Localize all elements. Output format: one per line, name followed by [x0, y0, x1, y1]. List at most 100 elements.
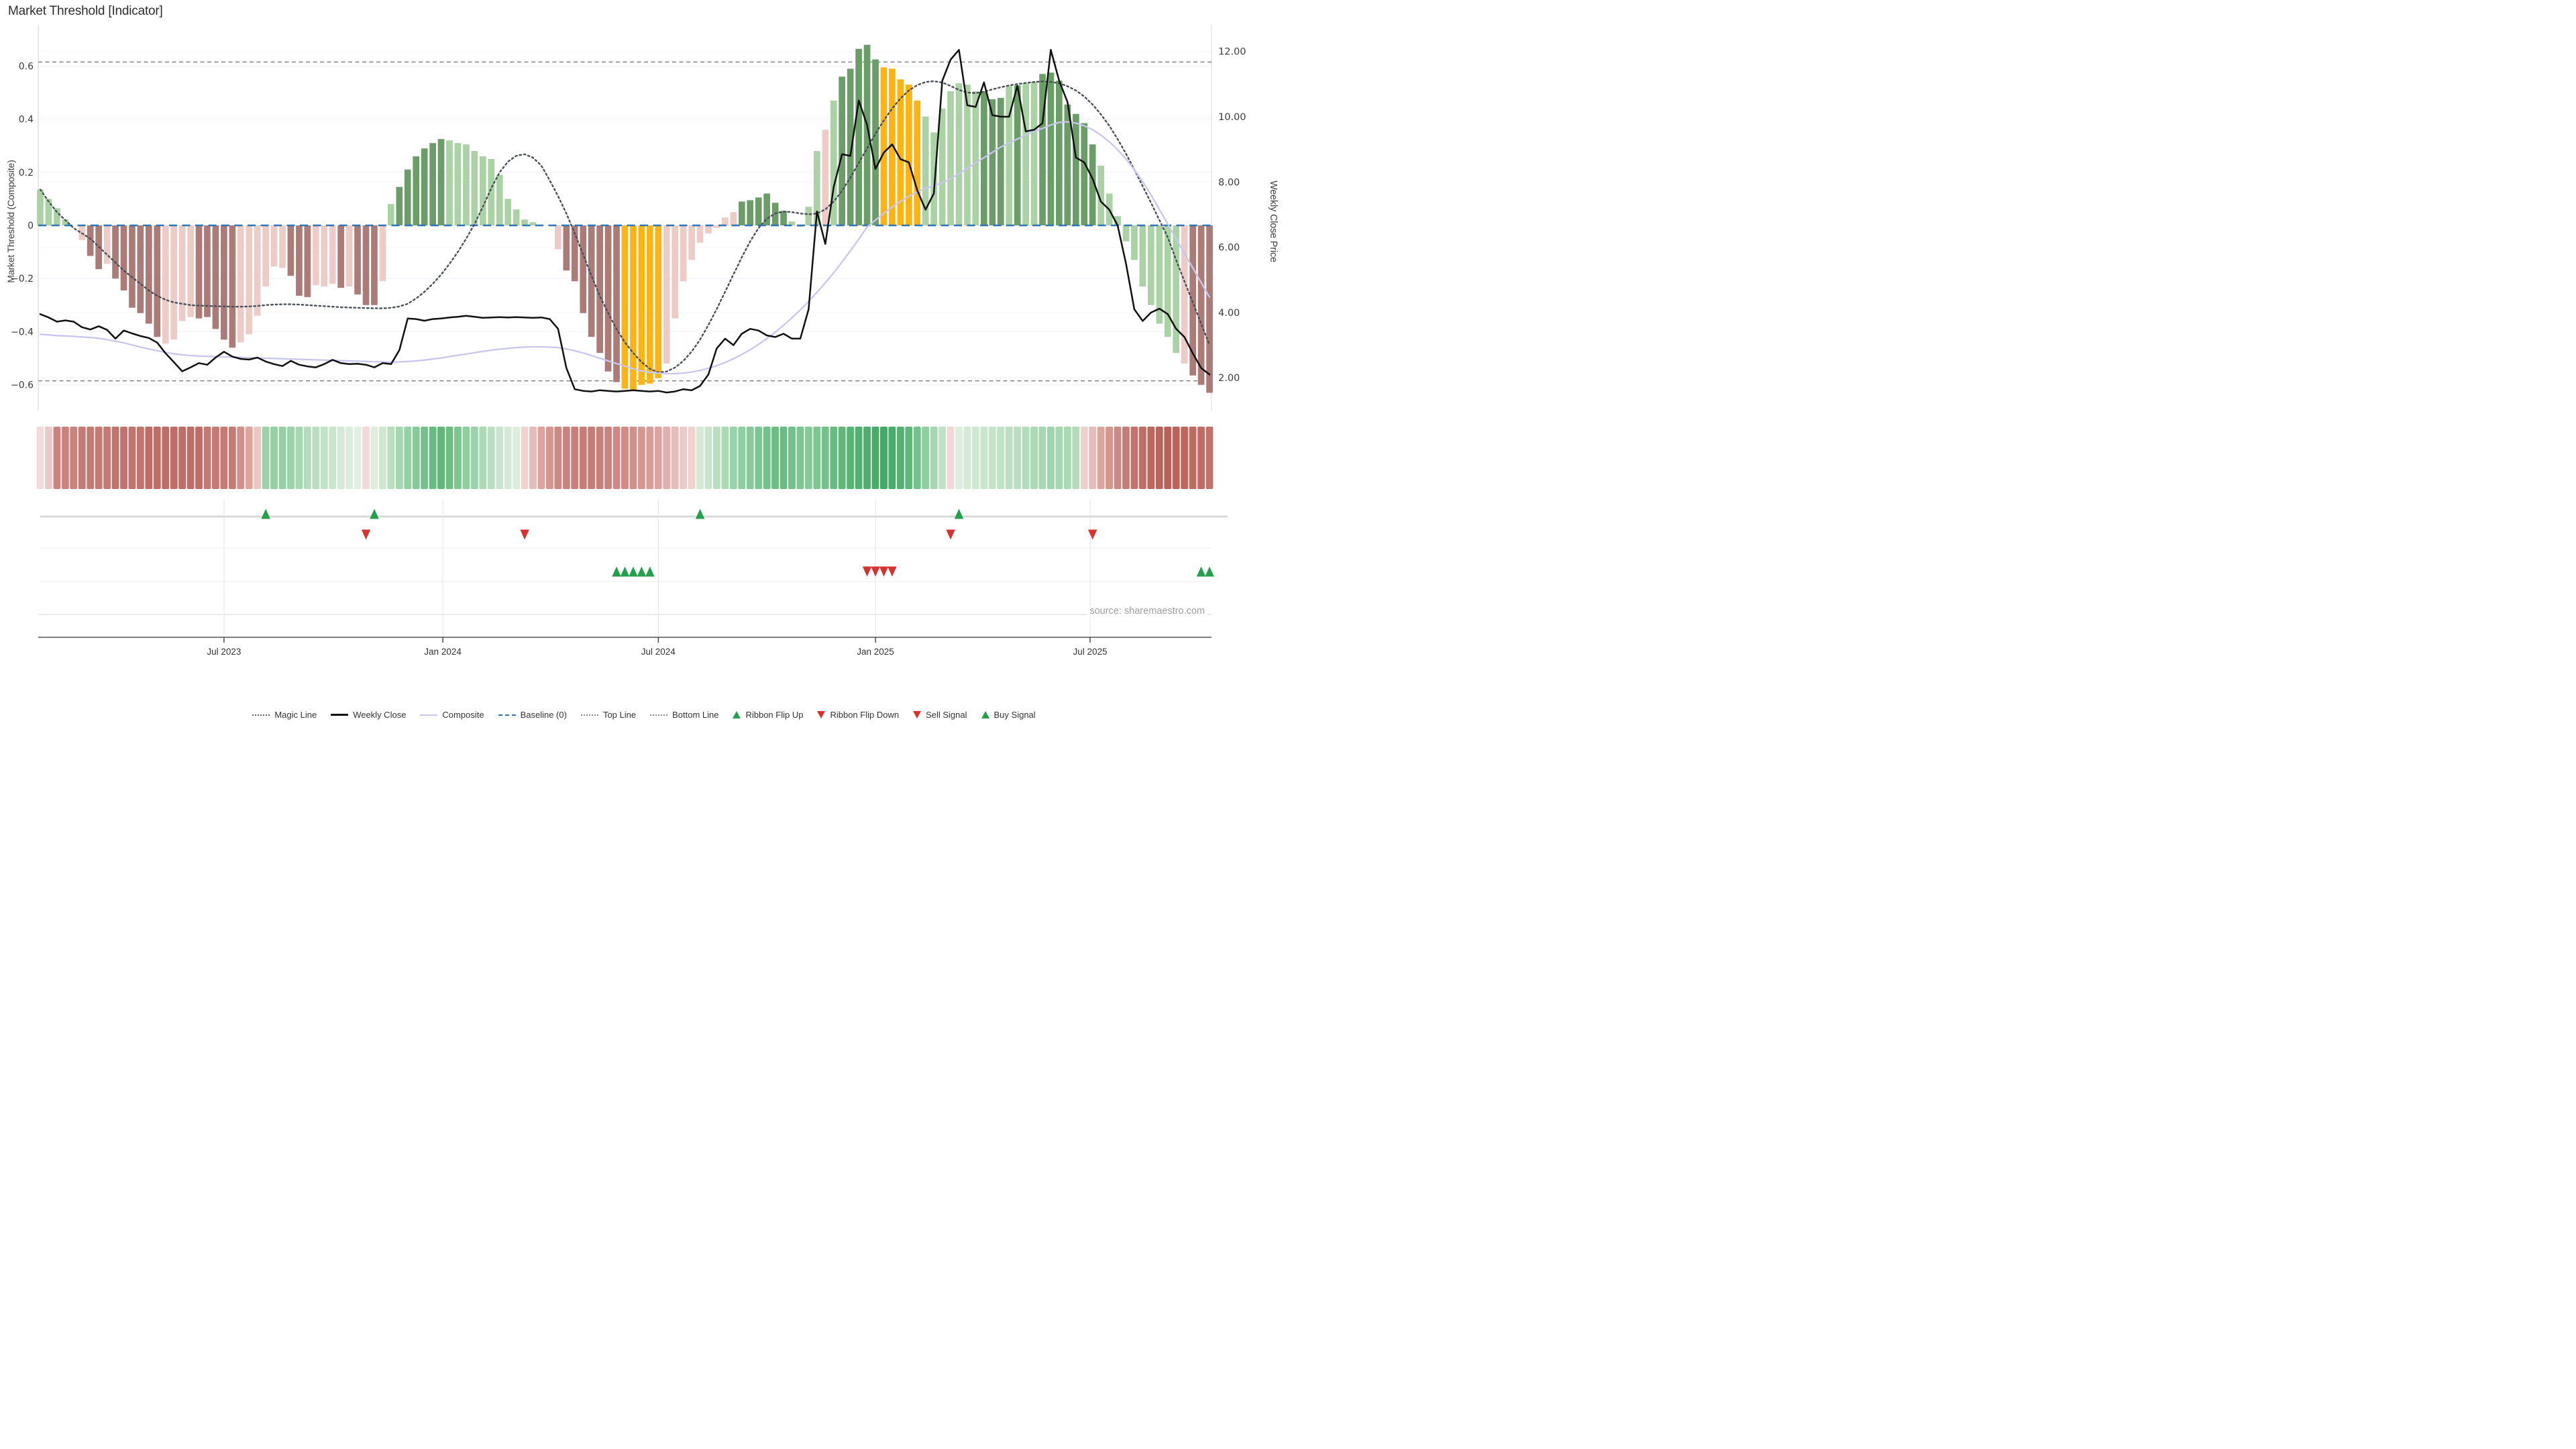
threshold-bar: [296, 225, 303, 296]
threshold-bar: [1073, 113, 1079, 225]
ribbon-cell: [111, 427, 119, 489]
ribbon-cell: [579, 427, 587, 489]
ribbon-cell: [220, 427, 228, 489]
threshold-bar: [1030, 82, 1038, 225]
ribbon-cell: [680, 427, 688, 489]
threshold-bar: [947, 91, 954, 225]
threshold-bar: [680, 225, 687, 282]
left-axis-tick-label: 0: [28, 221, 34, 231]
dashed-line-icon: [498, 714, 516, 716]
ribbon-cell: [387, 427, 395, 489]
threshold-bar: [354, 225, 361, 294]
threshold-bar: [421, 148, 428, 225]
threshold-bar: [521, 219, 528, 225]
legend-item-composite: Composite: [420, 710, 484, 720]
ribbon-cell: [596, 427, 604, 489]
ribbon-cell: [863, 427, 871, 489]
ribbon-cell: [1089, 427, 1097, 489]
ribbon-cell: [771, 427, 779, 489]
left-axis-tick-label: −0.4: [11, 327, 34, 337]
legend-item-ribbon-flip-up: Ribbon Flip Up: [733, 710, 803, 720]
threshold-bar: [863, 44, 871, 225]
legend-item-ribbon-flip-down: Ribbon Flip Down: [817, 710, 899, 720]
ribbon-cell: [1181, 427, 1189, 489]
legend-label: Composite: [442, 710, 484, 720]
threshold-bar: [1089, 144, 1096, 225]
right-axis-tick-label: 2.00: [1218, 373, 1240, 384]
ribbon-cell: [203, 427, 211, 489]
ribbon-flip-up-marker: [954, 508, 964, 519]
ribbon-cell: [162, 427, 170, 489]
ribbon-cell: [637, 427, 645, 489]
ribbon-cell: [688, 427, 696, 489]
threshold-bar: [129, 225, 136, 308]
x-axis-tick-label: Jan 2025: [857, 647, 894, 657]
ribbon-cell: [153, 427, 161, 489]
threshold-bar: [437, 139, 445, 225]
threshold-bar: [672, 225, 678, 319]
threshold-bar: [454, 143, 462, 225]
ribbon-cell: [1205, 427, 1214, 489]
ribbon-cell: [278, 427, 286, 489]
threshold-bar: [504, 199, 511, 225]
ribbon-cell: [70, 427, 78, 489]
threshold-bar: [688, 225, 695, 260]
threshold-bar: [1097, 165, 1104, 225]
threshold-bar: [889, 68, 896, 226]
ribbon-cell: [312, 427, 320, 489]
ribbon-cell: [963, 427, 971, 489]
threshold-bar: [1014, 85, 1021, 225]
threshold-bar: [655, 225, 662, 378]
threshold-bar: [780, 211, 787, 225]
ribbon-cell: [145, 427, 153, 489]
threshold-bar: [1122, 225, 1130, 241]
ribbon-cell: [938, 427, 946, 489]
right-axis-tick-label: 4.00: [1218, 308, 1240, 319]
ribbon-cell: [546, 427, 553, 489]
ribbon-cell: [496, 427, 504, 489]
legend-label: Ribbon Flip Down: [830, 710, 900, 720]
ribbon-cell: [521, 427, 529, 489]
threshold-bar: [955, 83, 963, 225]
threshold-bar: [930, 132, 937, 225]
threshold-bar: [187, 225, 194, 317]
right-axis-tick-label: 6.00: [1218, 243, 1240, 254]
threshold-bar: [1056, 80, 1063, 225]
dotted-line-icon: [650, 714, 668, 716]
ribbon-cell: [796, 427, 804, 489]
ribbon-cell: [1138, 427, 1146, 489]
threshold-bar: [872, 59, 879, 225]
threshold-bar: [571, 225, 578, 282]
threshold-bar: [270, 225, 278, 267]
left-axis-tick-label: −0.6: [11, 380, 34, 391]
ribbon-cell: [87, 427, 95, 489]
threshold-bar: [237, 225, 244, 343]
ribbon-cell: [880, 427, 888, 489]
ribbon-cell: [470, 427, 478, 489]
ribbon-cell: [45, 427, 52, 489]
buy-signal-marker: [1205, 566, 1214, 577]
ribbon-cell: [988, 427, 996, 489]
ribbon-cell: [604, 427, 612, 489]
ribbon-cell: [295, 427, 303, 489]
sell-signal-marker: [888, 566, 897, 577]
ribbon-cell: [888, 427, 896, 489]
threshold-bar: [964, 85, 971, 225]
ribbon-cell: [780, 427, 788, 489]
ribbon-cell: [588, 427, 596, 489]
ribbon-cell: [136, 427, 144, 489]
sell-signal-marker: [879, 566, 889, 577]
threshold-bar: [1064, 104, 1071, 225]
ribbon-cell: [1172, 427, 1180, 489]
threshold-bar: [345, 225, 353, 287]
ribbon-cell: [1014, 427, 1022, 489]
ribbon-cell: [847, 427, 855, 489]
ribbon-cell: [1072, 427, 1080, 489]
threshold-bar: [906, 85, 912, 225]
threshold-bar: [647, 225, 653, 384]
ribbon-cell: [1155, 427, 1163, 489]
x-axis-tick-label: Jul 2025: [1073, 647, 1107, 657]
solid-line-icon: [331, 714, 349, 716]
threshold-bar: [696, 225, 704, 243]
threshold-bar: [446, 140, 453, 225]
